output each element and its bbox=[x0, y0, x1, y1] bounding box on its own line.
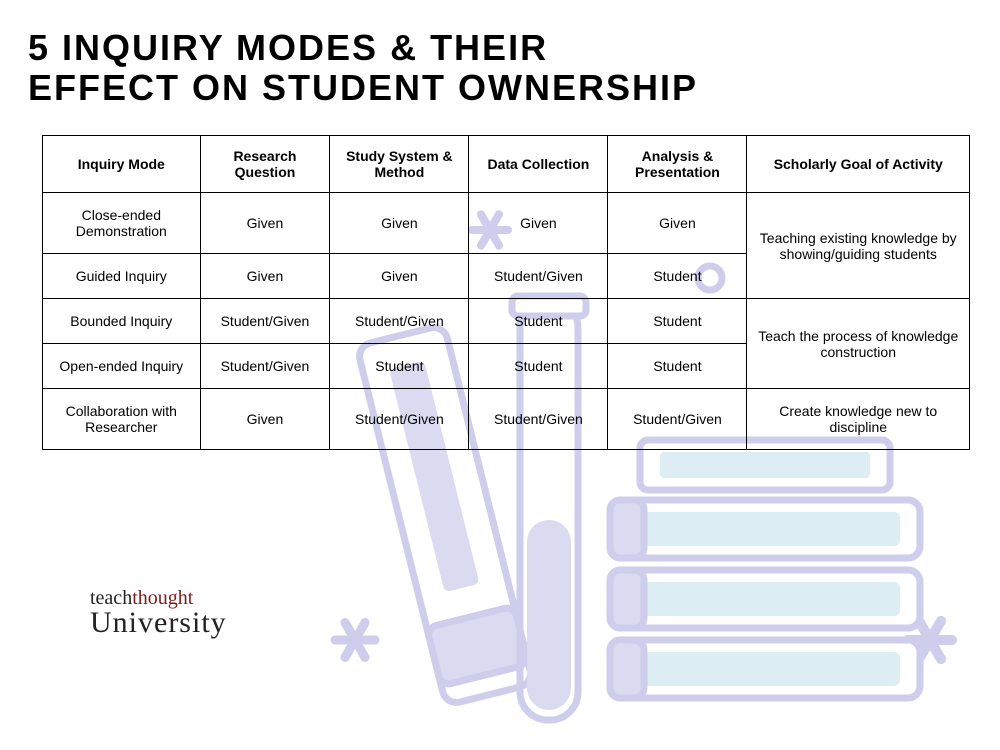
inquiry-table: Inquiry Mode Research Question Study Sys… bbox=[42, 135, 970, 450]
cell-ap: Student/Given bbox=[608, 389, 747, 450]
cell-ssm: Given bbox=[330, 254, 469, 299]
col-research-question: Research Question bbox=[200, 136, 330, 193]
table-row: Collaboration with ResearcherGivenStuden… bbox=[43, 389, 970, 450]
cell-goal: Create knowledge new to discipline bbox=[747, 389, 970, 450]
cell-ap: Student bbox=[608, 254, 747, 299]
title-line-1: 5 Inquiry Modes & Their bbox=[28, 27, 548, 68]
col-inquiry-mode: Inquiry Mode bbox=[43, 136, 201, 193]
cell-rq: Student/Given bbox=[200, 299, 330, 344]
table-header-row: Inquiry Mode Research Question Study Sys… bbox=[43, 136, 970, 193]
col-scholarly-goal: Scholarly Goal of Activity bbox=[747, 136, 970, 193]
cell-mode: Open-ended Inquiry bbox=[43, 344, 201, 389]
cell-ssm: Given bbox=[330, 193, 469, 254]
cell-ap: Student bbox=[608, 344, 747, 389]
table-row: Bounded InquiryStudent/GivenStudent/Give… bbox=[43, 299, 970, 344]
cell-dc: Student/Given bbox=[469, 254, 608, 299]
cell-goal: Teaching existing knowledge by showing/g… bbox=[747, 193, 970, 299]
cell-rq: Given bbox=[200, 389, 330, 450]
cell-dc: Student bbox=[469, 344, 608, 389]
logo-university: University bbox=[90, 606, 227, 640]
cell-rq: Student/Given bbox=[200, 344, 330, 389]
cell-dc: Given bbox=[469, 193, 608, 254]
cell-mode: Collaboration with Researcher bbox=[43, 389, 201, 450]
cell-ap: Student bbox=[608, 299, 747, 344]
cell-mode: Guided Inquiry bbox=[43, 254, 201, 299]
cell-goal: Teach the process of knowledge construct… bbox=[747, 299, 970, 389]
table-row: Close-ended DemonstrationGivenGivenGiven… bbox=[43, 193, 970, 254]
cell-mode: Bounded Inquiry bbox=[43, 299, 201, 344]
cell-ap: Given bbox=[608, 193, 747, 254]
col-data-collection: Data Collection bbox=[469, 136, 608, 193]
title-line-2: Effect on Student Ownership bbox=[28, 67, 698, 108]
cell-ssm: Student/Given bbox=[330, 389, 469, 450]
col-study-system-method: Study System & Method bbox=[330, 136, 469, 193]
inquiry-table-wrap: Inquiry Mode Research Question Study Sys… bbox=[42, 135, 970, 450]
cell-rq: Given bbox=[200, 193, 330, 254]
cell-ssm: Student/Given bbox=[330, 299, 469, 344]
cell-dc: Student bbox=[469, 299, 608, 344]
teachthought-logo: teachthought University bbox=[90, 587, 227, 640]
cell-dc: Student/Given bbox=[469, 389, 608, 450]
col-analysis-presentation: Analysis & Presentation bbox=[608, 136, 747, 193]
cell-rq: Given bbox=[200, 254, 330, 299]
cell-mode: Close-ended Demonstration bbox=[43, 193, 201, 254]
cell-ssm: Student bbox=[330, 344, 469, 389]
page-title: 5 Inquiry Modes & Their Effect on Studen… bbox=[0, 0, 1000, 107]
